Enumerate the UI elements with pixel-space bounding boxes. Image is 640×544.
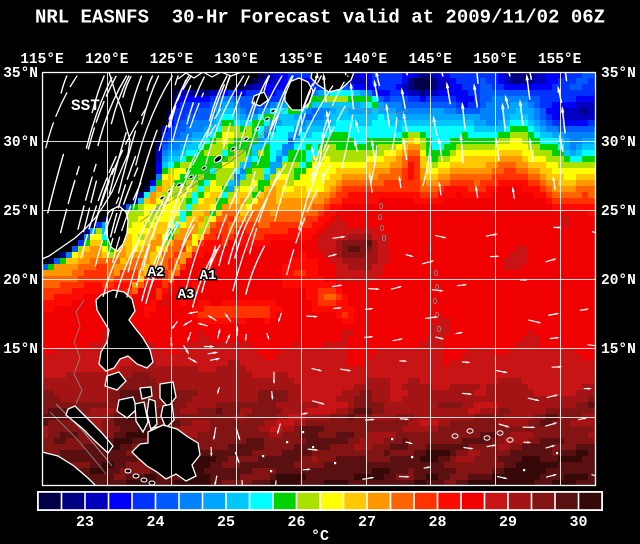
svg-text:24: 24 <box>146 514 164 531</box>
svg-text:140°E: 140°E <box>344 52 388 68</box>
svg-text:30°N: 30°N <box>3 135 38 151</box>
svg-text:20°N: 20°N <box>601 273 636 289</box>
svg-text:145°E: 145°E <box>408 52 452 68</box>
svg-text:25°N: 25°N <box>3 204 38 220</box>
svg-text:SST: SST <box>71 97 100 115</box>
svg-text:A2: A2 <box>148 265 165 281</box>
svg-text:30: 30 <box>569 514 587 531</box>
svg-text:23: 23 <box>76 514 94 531</box>
svg-text:29: 29 <box>499 514 517 531</box>
svg-text:130°E: 130°E <box>214 52 258 68</box>
svg-text:°C: °C <box>311 528 329 544</box>
svg-text:25: 25 <box>217 514 235 531</box>
svg-text:15°N: 15°N <box>601 342 636 358</box>
svg-text:27: 27 <box>358 514 376 531</box>
svg-text:115°E: 115°E <box>20 52 64 68</box>
svg-text:28: 28 <box>428 514 446 531</box>
svg-text:NRL EASNFS 30-Hr Forecast val: NRL EASNFS 30-Hr Forecast valid at 2009/… <box>35 7 605 29</box>
svg-text:15°N: 15°N <box>3 342 38 358</box>
svg-text:155°E: 155°E <box>538 52 582 68</box>
svg-text:30°N: 30°N <box>601 135 636 151</box>
svg-text:A1: A1 <box>200 268 217 284</box>
svg-text:35°N: 35°N <box>601 66 636 82</box>
svg-text:120°E: 120°E <box>85 52 129 68</box>
svg-text:35°N: 35°N <box>3 66 38 82</box>
svg-text:26: 26 <box>287 514 305 531</box>
svg-text:125°E: 125°E <box>150 52 194 68</box>
svg-text:25°N: 25°N <box>601 204 636 220</box>
svg-text:135°E: 135°E <box>279 52 323 68</box>
svg-text:20°N: 20°N <box>3 273 38 289</box>
svg-text:A3: A3 <box>178 287 195 303</box>
svg-text:150°E: 150°E <box>473 52 517 68</box>
